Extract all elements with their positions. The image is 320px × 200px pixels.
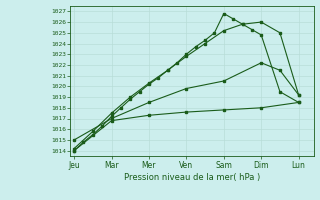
X-axis label: Pression niveau de la mer( hPa ): Pression niveau de la mer( hPa ) (124, 173, 260, 182)
